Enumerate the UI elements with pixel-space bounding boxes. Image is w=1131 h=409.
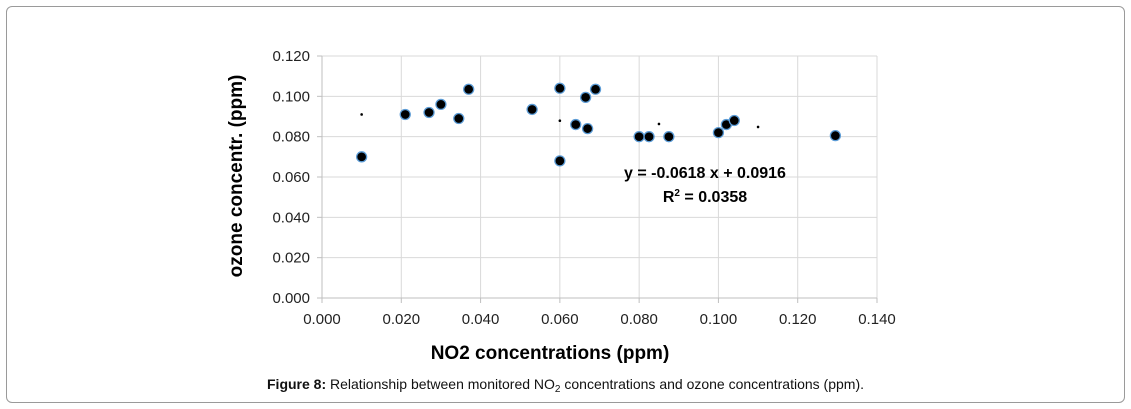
r-squared-value: = 0.0358 <box>680 189 747 206</box>
x-tick-label: 0.000 <box>303 311 341 328</box>
trendline-marker <box>558 119 562 123</box>
data-point <box>643 131 655 143</box>
x-axis-title: NO2 concentrations (ppm) <box>431 343 670 364</box>
data-point <box>435 98 447 111</box>
y-axis-title: ozone concentr. (ppm) <box>226 75 247 278</box>
x-tick-label: 0.060 <box>541 311 579 328</box>
data-point <box>633 131 645 143</box>
y-tick-label: 0.040 <box>272 209 310 226</box>
figure-caption: Figure 8: Relationship between monitored… <box>0 376 1131 395</box>
axes <box>317 55 878 303</box>
x-tick-label: 0.020 <box>383 311 421 328</box>
r-squared-label: R2 = 0.0358 <box>663 188 747 206</box>
gridlines <box>322 55 878 298</box>
caption-label: Figure 8: <box>267 376 327 392</box>
caption-text-end: concentrations and ozone concentrations … <box>560 376 864 392</box>
data-point <box>554 82 566 94</box>
data-point <box>579 91 592 103</box>
data-point <box>399 108 411 121</box>
caption-subscript: 2 <box>554 384 561 395</box>
y-tick-label: 0.080 <box>272 129 310 146</box>
y-tick-label: 0.000 <box>272 290 310 307</box>
trendline-marker <box>360 113 363 116</box>
tick-labels: 0.000 0.020 0.040 0.060 0.080 0.100 0.120 0.140… <box>272 48 895 328</box>
data-point <box>663 131 675 143</box>
trendline-markers <box>360 113 760 129</box>
x-tick-label: 0.120 <box>779 311 817 328</box>
data-point <box>712 126 725 139</box>
r-squared-symbol: R <box>663 189 675 206</box>
data-point <box>355 151 368 163</box>
trendline-marker <box>756 125 760 129</box>
data-points <box>355 82 842 167</box>
data-point <box>554 155 566 167</box>
data-point <box>453 112 465 125</box>
data-point <box>581 122 594 135</box>
trendline-marker <box>657 122 661 126</box>
x-tick-label: 0.100 <box>700 311 738 328</box>
figure-frame <box>6 6 1125 403</box>
data-point <box>423 106 435 119</box>
y-tick-label: 0.020 <box>272 250 310 267</box>
y-tick-label: 0.060 <box>272 169 310 186</box>
data-point <box>463 83 475 95</box>
r-squared-superscript: 2 <box>674 188 680 199</box>
caption-text: Relationship between monitored NO <box>326 376 555 392</box>
y-tick-label: 0.100 <box>272 88 310 105</box>
data-point <box>570 118 582 131</box>
x-tick-label: 0.140 <box>858 311 896 328</box>
x-tick-label: 0.040 <box>462 311 500 328</box>
data-point <box>526 103 538 116</box>
y-tick-label: 0.120 <box>272 48 310 65</box>
x-tick-label: 0.080 <box>620 311 658 328</box>
data-point <box>589 83 602 95</box>
trendline-equation: y = -0.0618 x + 0.0916 <box>624 165 786 182</box>
data-point <box>829 130 842 142</box>
data-point <box>728 114 740 127</box>
